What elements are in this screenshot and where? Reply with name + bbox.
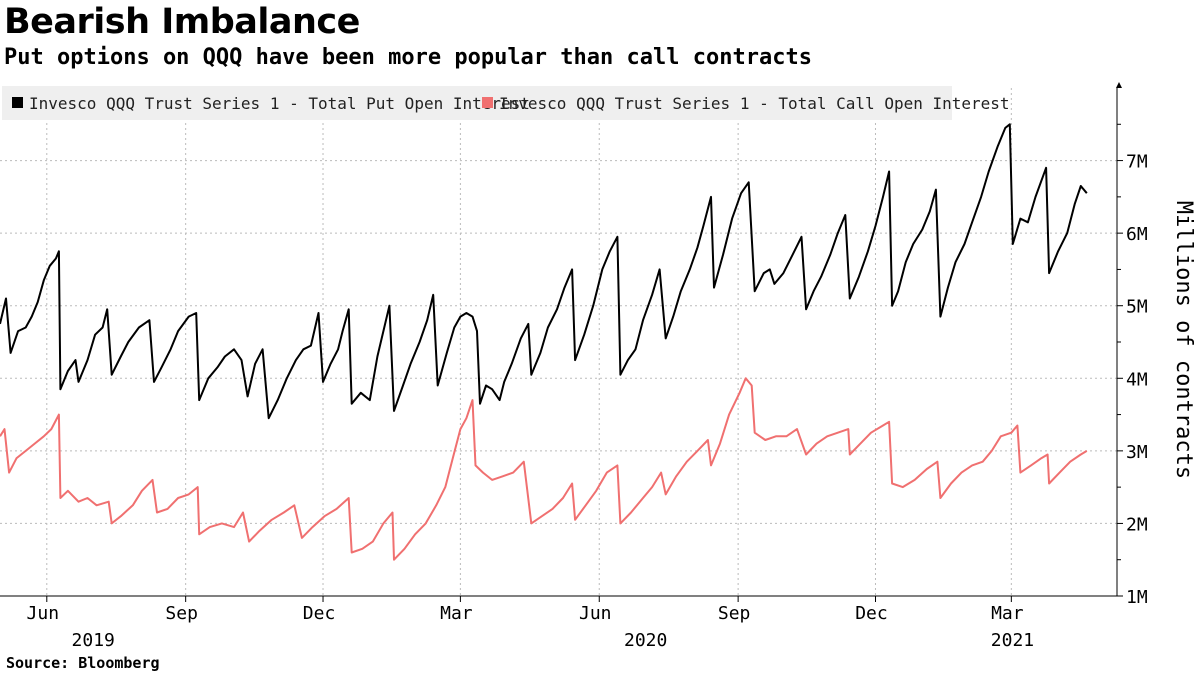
y-tick-label: 7M — [1126, 152, 1148, 173]
x-tick-label: Sep — [165, 603, 198, 624]
series-line-put-open-interest — [0, 123, 1088, 420]
x-tick-label: Jun — [579, 603, 612, 624]
series-layer — [0, 123, 1088, 561]
x-tick-label: Jun — [27, 603, 60, 624]
legend-entry-put: Invesco QQQ Trust Series 1 - Total Put O… — [29, 94, 530, 113]
legend-swatch-call — [482, 97, 493, 108]
x-year-label: 2019 — [72, 630, 115, 651]
x-tick-label: Dec — [855, 603, 888, 624]
x-year-label: 2021 — [991, 630, 1034, 651]
source-note: Source: Bloomberg — [6, 654, 160, 672]
legend-background — [2, 86, 952, 120]
legend: Invesco QQQ Trust Series 1 - Total Put O… — [2, 86, 1010, 120]
series-line-call-open-interest — [0, 377, 1088, 561]
y-tick-label: 6M — [1126, 224, 1148, 245]
x-axis: Jun Sep Dec Mar Jun Sep Dec Mar 2019 2020 2021 — [0, 595, 1117, 651]
x-tick-label: Mar — [440, 603, 473, 624]
y-tick-label: 2M — [1126, 514, 1148, 535]
y-tick-label: 3M — [1126, 442, 1148, 463]
y-tick-label: 1M — [1126, 587, 1148, 608]
chart-subtitle: Put options on QQQ have been more popula… — [4, 45, 812, 70]
y-axis-label: Millions of contracts — [1171, 201, 1196, 479]
x-tick-label: Mar — [991, 603, 1024, 624]
x-tick-label: Dec — [303, 603, 336, 624]
legend-swatch-put — [12, 97, 23, 108]
y-tick-label: 4M — [1126, 369, 1148, 390]
y-axis-arrow — [1116, 82, 1122, 88]
chart-title: Bearish Imbalance — [4, 2, 360, 42]
legend-entry-call: Invesco QQQ Trust Series 1 - Total Call … — [499, 94, 1010, 113]
x-tick-label: Sep — [718, 603, 751, 624]
grid — [0, 88, 1117, 597]
y-axis: 1M 2M 3M 4M 5M 6M 7M — [1116, 82, 1148, 608]
x-year-label: 2020 — [624, 630, 667, 651]
y-tick-label: 5M — [1126, 297, 1148, 318]
